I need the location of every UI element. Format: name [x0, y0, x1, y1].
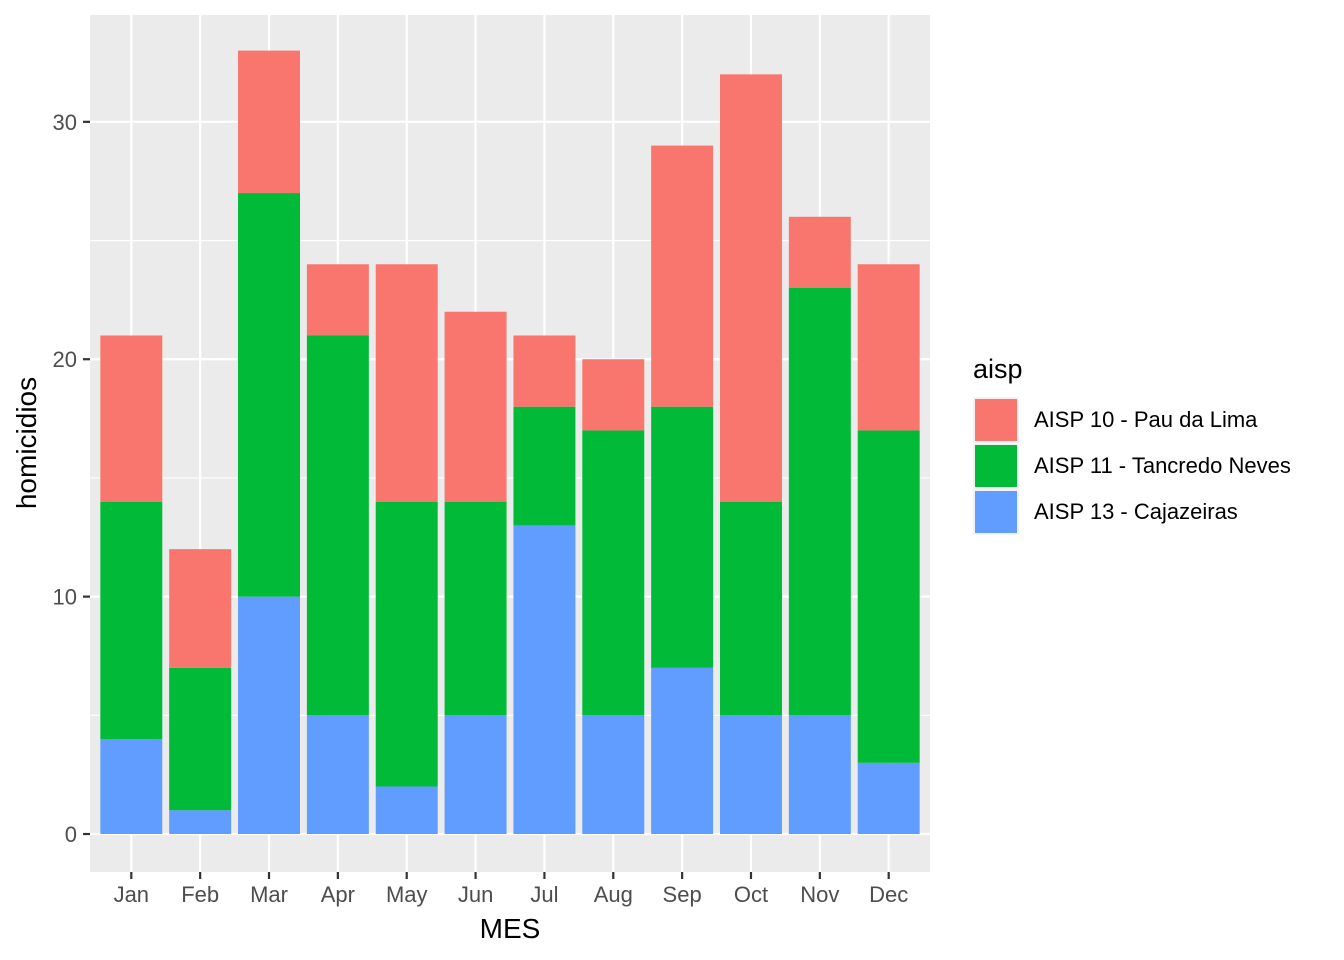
legend-swatch — [975, 399, 1017, 441]
bar-segment — [857, 264, 920, 431]
bar-segment — [375, 501, 438, 787]
x-tick-label: May — [386, 882, 428, 907]
legend-label: AISP 13 - Cajazeiras — [1034, 499, 1238, 524]
x-axis-title: MES — [480, 913, 541, 944]
bar-segment — [513, 406, 576, 526]
bar-segment — [582, 715, 645, 835]
bar-segment — [306, 335, 369, 716]
bar-segment — [238, 193, 300, 597]
bar-segment — [513, 335, 576, 407]
bar-segment — [444, 501, 507, 716]
bar-segment — [100, 739, 163, 835]
x-axis: Jan Feb Mar Apr May Jun Jul Aug Sep Oct Nov Dec — [114, 872, 908, 907]
bar-segment — [169, 549, 232, 668]
bar-segment — [238, 50, 300, 194]
bar-segment — [169, 810, 232, 835]
x-tick-label: Nov — [800, 882, 839, 907]
bar-segment — [720, 74, 782, 502]
x-tick-label: Feb — [181, 882, 219, 907]
bar-segment — [788, 216, 851, 289]
legend-swatch — [975, 491, 1017, 533]
y-axis-title: homicidios — [11, 377, 42, 509]
legend-label: AISP 10 - Pau da Lima — [1034, 407, 1258, 432]
bar-segment — [788, 715, 851, 835]
y-tick-label: 20 — [53, 347, 77, 372]
bar-segment — [651, 145, 714, 407]
y-tick-label: 10 — [53, 585, 77, 610]
bar-segment — [788, 288, 851, 716]
x-tick-label: Jun — [458, 882, 493, 907]
y-axis: 0 10 20 30 — [53, 110, 90, 847]
x-tick-label: Jul — [530, 882, 558, 907]
bar-segment — [375, 786, 438, 835]
bar-segment — [238, 596, 300, 835]
bar-segment — [513, 525, 576, 835]
x-tick-label: Dec — [869, 882, 908, 907]
legend: aisp AISP 10 - Pau da Lima AISP 11 - Tanc… — [973, 354, 1291, 535]
bar-segment — [444, 311, 507, 502]
legend-swatch — [975, 445, 1017, 487]
bar-segment — [100, 335, 163, 502]
bar-segment — [651, 406, 714, 668]
x-tick-label: Jan — [114, 882, 149, 907]
bar-segment — [582, 359, 645, 431]
bar-segment — [720, 501, 782, 716]
legend-label: AISP 11 - Tancredo Neves — [1034, 453, 1291, 478]
bar-segment — [651, 667, 714, 835]
x-tick-label: Mar — [250, 882, 288, 907]
bar-segment — [169, 667, 232, 811]
x-tick-label: Aug — [594, 882, 633, 907]
bar-segment — [444, 715, 507, 835]
bar-segment — [100, 501, 163, 740]
x-tick-label: Sep — [663, 882, 702, 907]
bar-segment — [857, 762, 920, 835]
y-tick-label: 0 — [65, 822, 77, 847]
bar-segment — [306, 715, 369, 835]
bar-segment — [857, 430, 920, 763]
legend-title: aisp — [973, 354, 1023, 384]
y-tick-label: 30 — [53, 110, 77, 135]
bar-segment — [720, 715, 782, 835]
x-tick-label: Oct — [734, 882, 768, 907]
bar-segment — [306, 264, 369, 336]
bar-segment — [375, 264, 438, 502]
bar-segment — [582, 430, 645, 716]
bars — [100, 50, 920, 835]
x-tick-label: Apr — [321, 882, 355, 907]
